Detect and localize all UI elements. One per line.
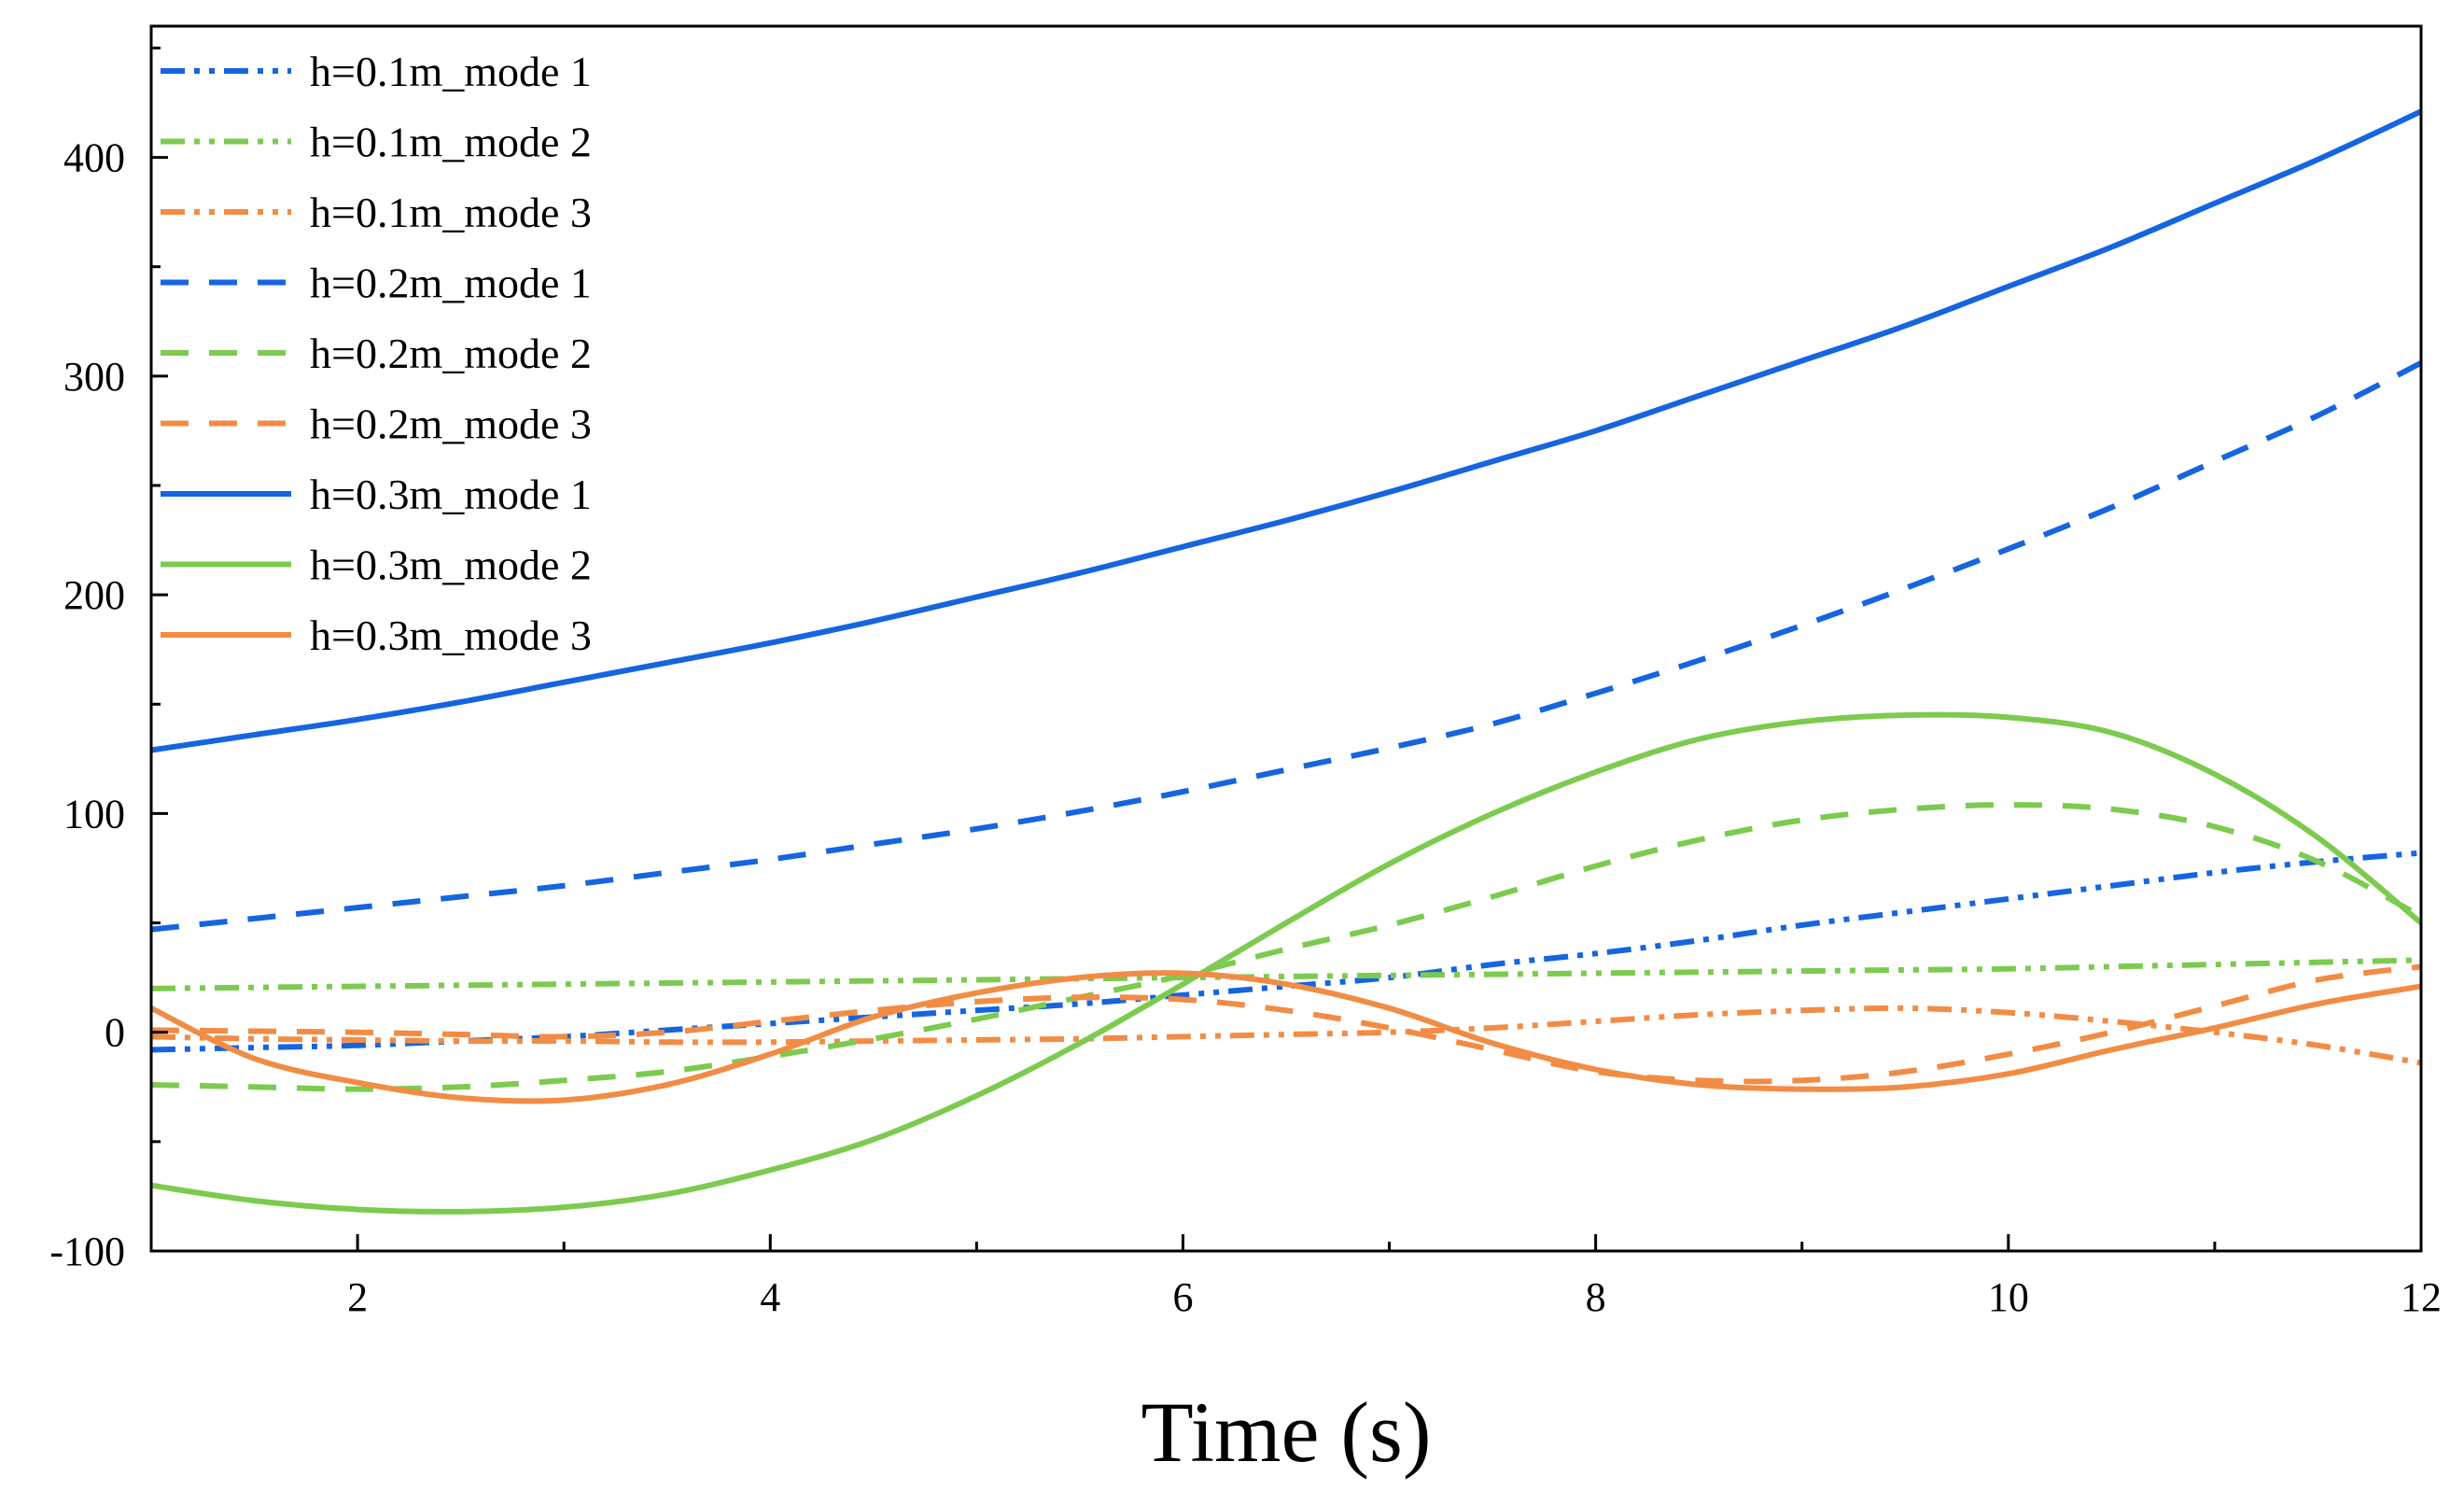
- y-tick-label: 200: [63, 572, 125, 618]
- legend-label-9: h=0.3m_mode 3: [310, 611, 592, 659]
- legend-label-3: h=0.1m_mode 3: [310, 189, 592, 236]
- x-axis-title: Time (s): [1141, 1385, 1432, 1480]
- legend-label-7: h=0.3m_mode 1: [310, 471, 592, 518]
- y-tick-label: 0: [105, 1010, 125, 1056]
- plot-frame: [149, 24, 2423, 1253]
- series-layer: [151, 108, 2421, 1215]
- y-tick-label: 100: [63, 791, 125, 836]
- x-tick-label: 6: [1172, 1274, 1193, 1320]
- x-tick-label: 2: [347, 1274, 368, 1320]
- y-tick-label: 300: [63, 354, 125, 400]
- series-line-2: [151, 957, 2421, 991]
- series-line-8: [151, 711, 2421, 1215]
- x-tick-label: 12: [2401, 1274, 2442, 1320]
- legend-label-4: h=0.2m_mode 1: [310, 260, 592, 307]
- legend-label-6: h=0.2m_mode 3: [310, 401, 592, 448]
- y-tick-label: 400: [63, 135, 125, 181]
- series-line-7: [151, 108, 2421, 753]
- legend-label-1: h=0.1m_mode 1: [310, 48, 592, 95]
- series-line-3: [151, 1005, 2421, 1066]
- x-tick-label: 4: [760, 1274, 780, 1320]
- x-tick-label: 10: [1988, 1274, 2029, 1320]
- y-tick-label: -100: [49, 1229, 125, 1274]
- legend: h=0.1m_mode 1 h=0.1m_mode 2 h=0.1m_mode 3 h…: [161, 48, 592, 659]
- ticks-layer: 2 4 6 8 10 12 -100 0 100 200 300 400: [49, 46, 2442, 1320]
- series-line-6: [151, 963, 2421, 1085]
- legend-label-5: h=0.2m_mode 2: [310, 330, 592, 377]
- series-line-1: [151, 850, 2421, 1053]
- x-tick-label: 8: [1586, 1274, 1606, 1320]
- legend-label-8: h=0.3m_mode 2: [310, 541, 592, 589]
- series-line-4: [151, 360, 2421, 933]
- legend-label-2: h=0.1m_mode 2: [310, 119, 592, 166]
- series-line-9: [151, 970, 2421, 1104]
